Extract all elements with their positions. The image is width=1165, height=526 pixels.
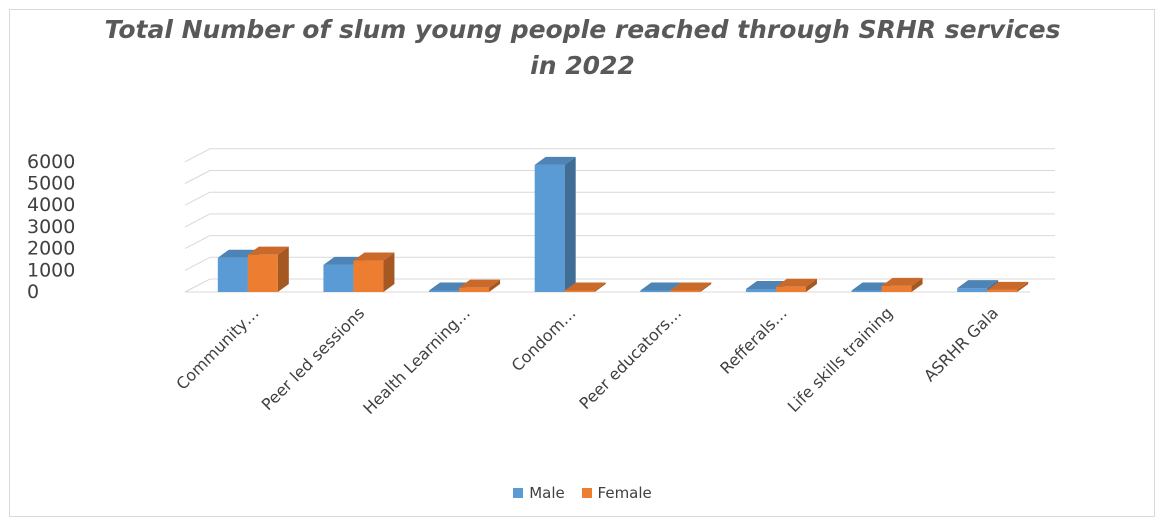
bar-front	[745, 288, 776, 292]
y-tick-label: 3000	[27, 216, 75, 238]
bar-top	[881, 277, 923, 286]
x-tick-label: Health Learning…	[359, 303, 474, 418]
bar-side	[383, 252, 395, 292]
y-tick-label: 5000	[27, 173, 75, 195]
gridline-side	[184, 235, 211, 250]
bar-top	[247, 246, 289, 255]
bar-top	[459, 279, 501, 288]
gridline-side	[184, 278, 211, 293]
bar-front	[987, 289, 1018, 292]
y-tick-label: 4000	[27, 194, 75, 216]
bar-front	[247, 254, 278, 292]
bar-front	[217, 257, 248, 292]
bar-female	[353, 252, 395, 292]
gridline-side	[184, 170, 211, 184]
bar-side	[911, 277, 923, 292]
bar-side	[805, 278, 817, 292]
bar-top	[353, 252, 395, 261]
x-tick-label: ASRHR Gala	[920, 303, 1002, 385]
legend-swatch-female	[581, 488, 592, 498]
bar-front	[323, 264, 354, 292]
bar-top	[564, 282, 606, 291]
bar-side	[564, 156, 576, 292]
x-tick-label: Peer educators…	[575, 303, 685, 413]
bar-front	[640, 290, 671, 292]
bar-top	[775, 278, 817, 287]
chart-title-line-2: in 2022	[530, 51, 635, 80]
x-tick-label: Refferals…	[716, 303, 790, 377]
bar-front	[775, 286, 806, 292]
bar-female	[881, 277, 923, 292]
bar-front	[851, 290, 882, 292]
bar-front	[459, 287, 490, 292]
bar-front	[957, 288, 988, 292]
x-tick-label: Community…	[172, 303, 262, 393]
bar-side	[594, 282, 606, 292]
bar-front	[564, 290, 595, 292]
gridline-side	[184, 213, 211, 228]
gridline-side	[184, 256, 211, 271]
bar-front	[670, 290, 701, 292]
legend-swatch-male	[513, 488, 524, 498]
bar-female	[987, 281, 1029, 292]
bar-female	[564, 282, 606, 292]
bar-female	[459, 279, 501, 292]
bar-top	[640, 282, 682, 291]
bar-front	[429, 290, 460, 292]
bar-male	[534, 156, 576, 292]
y-tick-label: 2000	[27, 238, 75, 260]
bar-side	[700, 282, 712, 292]
legend-label-female: Female	[597, 484, 652, 502]
bar-top	[987, 281, 1029, 290]
bar-front	[881, 285, 912, 292]
y-tick-label: 6000	[27, 151, 75, 173]
bar-top	[670, 282, 712, 291]
y-tick-label: 0	[27, 281, 39, 303]
bar-female	[247, 246, 289, 292]
chart-title-line-1: Total Number of slum young people reache…	[104, 15, 1061, 44]
bar-front	[534, 164, 565, 292]
bar-side	[489, 279, 501, 292]
bar-front	[353, 260, 384, 292]
gridline-side	[184, 148, 211, 163]
legend-item-female: Female	[581, 484, 652, 502]
x-tick-label: Condom…	[508, 303, 580, 375]
bar-female	[670, 282, 712, 292]
bar-side	[277, 246, 289, 292]
bar-side	[1017, 281, 1029, 292]
gridline-side	[184, 191, 211, 206]
chart-title: Total Number of slum young people reache…	[0, 12, 1165, 84]
y-tick-label: 1000	[27, 259, 75, 281]
legend-label-male: Male	[529, 484, 565, 502]
legend-item-male: Male	[513, 484, 565, 502]
chart-legend: Male Female	[0, 484, 1165, 502]
x-tick-label: Peer led sessions	[258, 303, 369, 414]
x-tick-label: Life skills training	[784, 303, 897, 416]
bar-top	[534, 156, 576, 165]
bar-female	[775, 278, 817, 292]
bar-top	[957, 280, 999, 289]
